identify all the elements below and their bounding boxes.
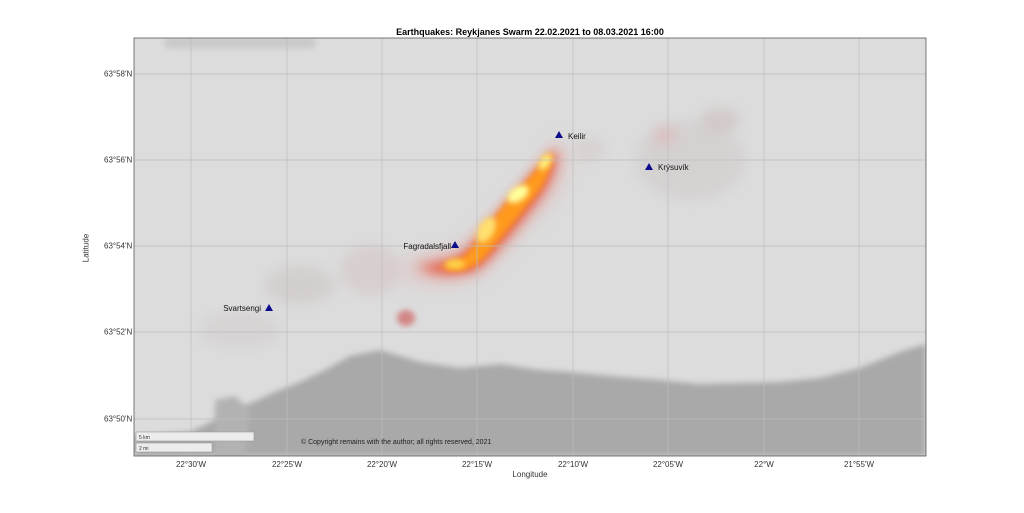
lon-tick: 22°05'W (652, 460, 684, 469)
place-fagradalsfjall[interactable]: Fagradalsfjall (403, 241, 459, 251)
triangle-marker-icon (645, 163, 653, 170)
place-keilir[interactable]: Keilir (555, 131, 586, 141)
sea-area (134, 344, 926, 456)
scale-km-label: 5 km (139, 435, 150, 441)
x-axis-label: Longitude (512, 470, 548, 479)
lon-tick: 22°W (754, 460, 774, 469)
triangle-marker-icon (265, 304, 273, 311)
heat-swarm (395, 140, 565, 278)
lat-tick: 63°56'N (104, 155, 133, 165)
triangle-marker-icon (555, 131, 563, 138)
lon-tick: 22°25'W (271, 460, 303, 469)
scale-mi-label: 2 mi (139, 446, 148, 452)
place-label-krysuvik: Krýsuvík (658, 163, 690, 172)
lat-tick: 63°58'N (104, 69, 133, 79)
place-label-fagradalsfjall: Fagradalsfjall (403, 242, 451, 251)
lat-tick: 63°54'N (104, 241, 133, 251)
lon-tick: 22°20'W (366, 460, 398, 469)
plot-frame (133, 37, 927, 457)
map-title: Earthquakes: Reykjanes Swarm 22.02.2021 … (396, 27, 664, 37)
y-axis-label: Latitude (81, 233, 91, 263)
place-krysuvik[interactable]: Krýsuvík (645, 163, 690, 172)
place-label-keilir: Keilir (568, 132, 586, 141)
lon-tick: 22°30'W (175, 460, 207, 469)
place-svartsengi[interactable]: Svartsengi (223, 304, 273, 313)
lon-tick: 22°10'W (557, 460, 589, 469)
scale-bar: 5 km 2 mi (135, 431, 255, 453)
grid-lines (134, 38, 926, 456)
lat-tick: 63°50'N (104, 414, 133, 424)
heat-spot-south (397, 310, 415, 326)
lat-tick: 63°52'N (104, 327, 133, 337)
triangle-marker-icon (451, 241, 459, 248)
lon-tick: 22°15'W (461, 460, 493, 469)
land-patch (165, 38, 315, 48)
lon-tick: 21°55'W (843, 460, 875, 469)
place-label-svartsengi: Svartsengi (223, 304, 261, 313)
copyright-notice: © Copyright remains with the author; all… (301, 438, 491, 446)
